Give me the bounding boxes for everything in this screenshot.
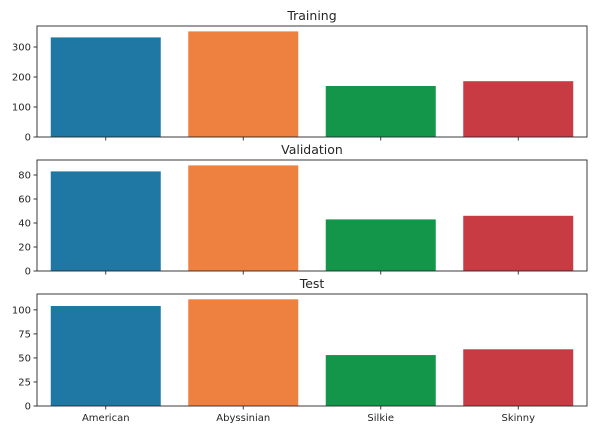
x-tick-label: American bbox=[82, 413, 130, 424]
panel-title: Training bbox=[286, 8, 336, 23]
axes-frame bbox=[36, 159, 588, 272]
y-tick-label: 40 bbox=[18, 219, 31, 230]
bar-abyssinian bbox=[188, 31, 299, 137]
y-tick-label: 75 bbox=[18, 329, 31, 340]
y-tick-label: 50 bbox=[18, 353, 31, 364]
bar-american bbox=[50, 37, 161, 137]
y-tick-label: 300 bbox=[12, 43, 31, 54]
bar-abyssinian bbox=[188, 299, 299, 406]
y-tick-label: 80 bbox=[18, 171, 31, 182]
x-tick-label: Skinny bbox=[501, 413, 535, 424]
y-tick-label: 60 bbox=[18, 195, 31, 206]
y-tick-label: 100 bbox=[12, 103, 31, 114]
y-tick-label: 0 bbox=[25, 133, 31, 144]
x-tick-label: Silkie bbox=[367, 413, 394, 424]
bar-american bbox=[50, 306, 161, 406]
bar-abyssinian bbox=[188, 165, 299, 271]
y-tick-label: 20 bbox=[18, 243, 31, 254]
bar-american bbox=[50, 171, 161, 271]
axes-frame bbox=[36, 25, 588, 138]
y-tick-label: 25 bbox=[18, 377, 31, 388]
y-tick-label: 0 bbox=[25, 402, 31, 413]
subplot-validation: Validation 0 20 40 60 80 bbox=[18, 142, 588, 278]
panel-title: Validation bbox=[281, 142, 343, 157]
x-tick-label: Abyssinian bbox=[216, 413, 270, 424]
bar-skinny bbox=[463, 215, 574, 271]
subplot-test: Test 0 25 50 75 100 American Abyssinian Silkie Sk… bbox=[12, 276, 588, 424]
y-tick-label: 200 bbox=[12, 73, 31, 84]
panel-title: Test bbox=[299, 276, 325, 291]
subplot-training: Training 0 100 200 300 bbox=[12, 8, 588, 144]
bar-skinny bbox=[463, 349, 574, 406]
bar-skinny bbox=[463, 81, 574, 137]
y-tick-label: 0 bbox=[25, 267, 31, 278]
axes-frame bbox=[36, 293, 588, 407]
bar-silkie bbox=[325, 86, 436, 137]
y-tick-label: 100 bbox=[12, 305, 31, 316]
bar-silkie bbox=[325, 355, 436, 406]
bar-silkie bbox=[325, 219, 436, 271]
